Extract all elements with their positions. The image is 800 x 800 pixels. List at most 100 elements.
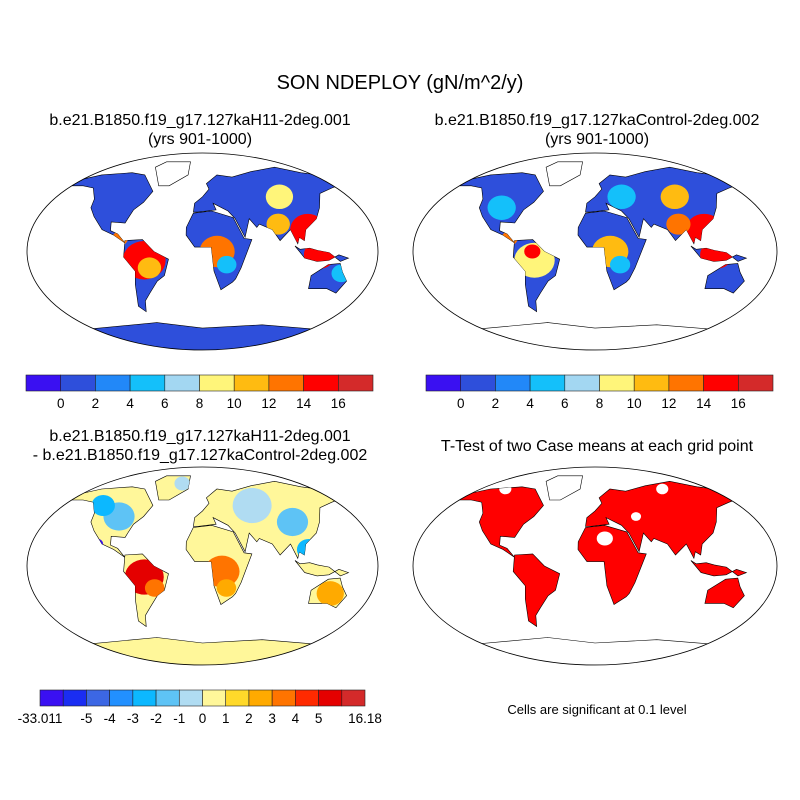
colorbar-box [341, 689, 366, 707]
colorbar-label: 4 [126, 396, 134, 411]
field-region [232, 487, 272, 524]
colorbar-box [62, 689, 87, 707]
colorbar-label: 0 [57, 396, 65, 411]
field-region [216, 579, 237, 597]
colorbar-box [178, 689, 203, 707]
colorbar-label: 10 [227, 396, 242, 411]
field-region [607, 184, 636, 210]
colorbar-label: 16.18 [348, 711, 382, 726]
colorbar-box [599, 374, 635, 392]
field-region [596, 531, 613, 546]
colorbar-box [425, 374, 462, 392]
field-region [660, 184, 689, 210]
field-region [303, 240, 336, 269]
colorbar-diff: -33.011 -5 -4 -3 -2 -1 0 1 2 3 4 5 16.18 [18, 689, 382, 726]
colorbar-label: 2 [92, 396, 100, 411]
landmass-south-america [512, 553, 561, 628]
colorbar-box [268, 374, 304, 392]
colorbar-label: 6 [561, 396, 569, 411]
map-border [26, 152, 379, 351]
colorbar-label: 6 [161, 396, 169, 411]
colorbar-box [303, 374, 339, 392]
colorbar-label: 8 [196, 396, 204, 411]
panel-title-diff: b.e21.B1850.f19_g17.127kaH11-2deg.001 - … [33, 427, 367, 465]
landmass-greenland [155, 161, 191, 187]
colorbar-box [460, 374, 496, 392]
field-region [656, 483, 669, 495]
colorbar-box [295, 689, 319, 707]
field-region [91, 538, 104, 550]
panel-subtitle-text: (yrs 901-1000) [147, 131, 253, 148]
field-region [290, 213, 326, 246]
landmass-eurasia [585, 480, 742, 560]
map-panel-ttest [412, 466, 778, 666]
colorbar-box [39, 689, 64, 707]
colorbar-label: -3 [127, 711, 139, 726]
field-region [112, 231, 128, 246]
colorbar-label: 12 [261, 396, 276, 411]
colorbar-box [132, 689, 157, 707]
map-border [26, 466, 379, 666]
colorbar-label: -2 [150, 711, 162, 726]
panel-title-ttest: T-Test of two Case means at each grid po… [441, 437, 753, 456]
landmass-north-america [70, 172, 154, 243]
colorbar-box [129, 374, 166, 392]
colorbar-box [233, 374, 270, 392]
colorbar-box [60, 374, 96, 392]
field-region [685, 213, 723, 246]
field-region [487, 195, 516, 220]
landmass-north-america [458, 486, 544, 558]
colorbar-label: 16 [731, 396, 746, 411]
colorbar-box [86, 689, 110, 707]
field-region [501, 231, 518, 246]
colorbar-label: 4 [292, 711, 300, 726]
colorbar-box [564, 374, 600, 392]
figure-title: SON NDEPLOY (gN/m^2/y) [276, 72, 524, 94]
colorbar-box [337, 374, 374, 392]
panel-title-case1: b.e21.B1850.f19_g17.127kaH11-2deg.001 (y… [49, 111, 350, 149]
colorbar-box [199, 374, 235, 392]
colorbar-box [155, 689, 180, 707]
significance-note: Cells are significant at 0.1 level [507, 702, 687, 717]
colorbar-box [703, 374, 739, 392]
field-region [266, 213, 290, 235]
field-region [666, 213, 691, 235]
landmass-australia [704, 263, 745, 294]
colorbar-box [225, 689, 250, 707]
colorbar-label: -33.011 [18, 711, 63, 726]
colorbar-case2: 0 2 4 6 8 10 12 14 16 [425, 374, 774, 411]
field-region [499, 483, 512, 495]
colorbar-box [668, 374, 704, 392]
colorbar-box [318, 689, 343, 707]
colorbar-label: -1 [173, 711, 185, 726]
landmass-australia [704, 577, 745, 609]
colorbar-box [202, 689, 227, 707]
colorbar-box [529, 374, 566, 392]
field-region [265, 184, 294, 210]
panel-title-text: b.e21.B1850.f19_g17.127kaControl-2deg.00… [434, 112, 760, 129]
field-region [174, 476, 191, 491]
panel-title-text: b.e21.B1850.f19_g17.127kaH11-2deg.001 [49, 428, 351, 445]
panel-subtitle-text: (yrs 901-1000) [544, 131, 650, 148]
panel-title-case2: b.e21.B1850.f19_g17.127kaControl-2deg.00… [435, 111, 760, 149]
map-panel-diff [26, 466, 379, 666]
colorbar-label: 12 [661, 396, 676, 411]
map-border [412, 152, 778, 351]
colorbar-box [248, 689, 273, 707]
colorbar-box [109, 689, 134, 707]
panel-subtitle-text: - b.e21.B1850.f19_g17.127kaControl-2deg.… [32, 447, 368, 464]
field-region [609, 255, 631, 274]
colorbar-label: 5 [315, 711, 323, 726]
colorbar-box [737, 374, 774, 392]
colorbar-label: 1 [222, 711, 230, 726]
colorbar-label: -4 [104, 711, 116, 726]
colorbar-label: 4 [526, 396, 534, 411]
landmass-africa [577, 524, 647, 605]
colorbar-label: 14 [696, 396, 712, 411]
map-border [412, 466, 778, 666]
colorbar-label: 0 [199, 711, 207, 726]
colorbar-box [495, 374, 531, 392]
field-region [276, 507, 309, 537]
landmass-indonesia [690, 560, 748, 577]
